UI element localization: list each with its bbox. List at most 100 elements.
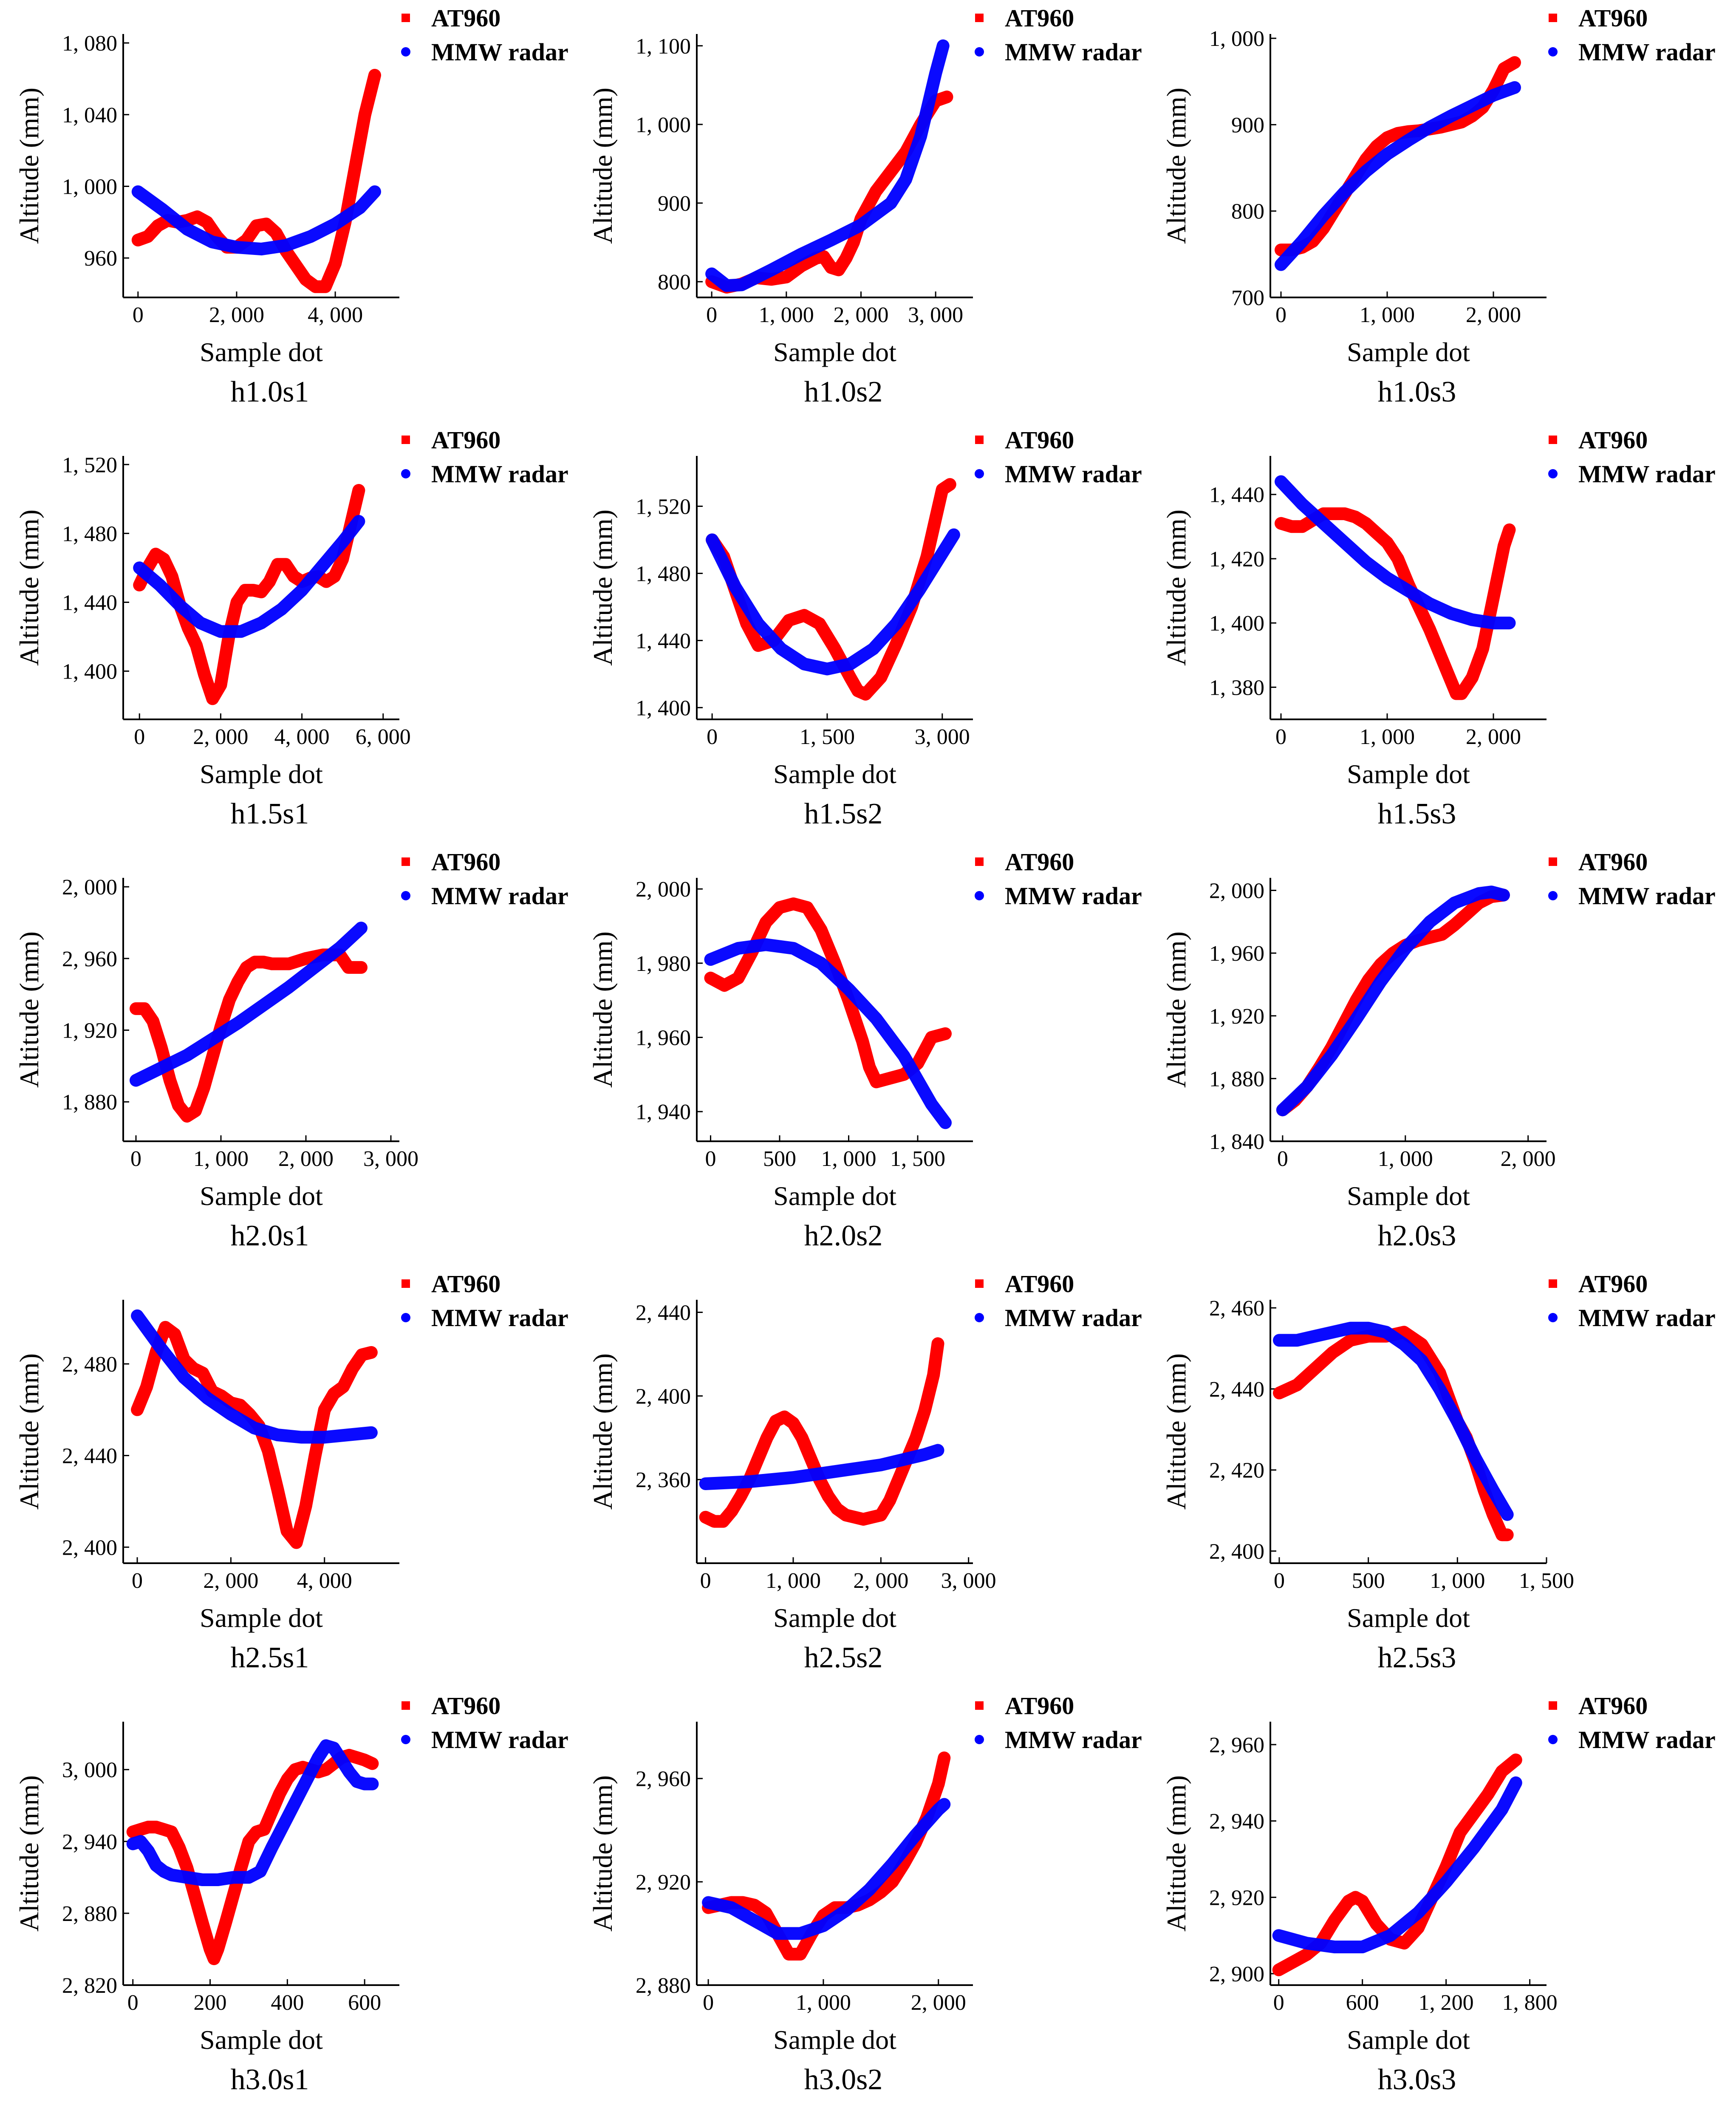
y-tick-label: 2, 880 [636,1974,691,1998]
y-axis-label: Altitude (mm) [14,88,44,244]
series-mmw-radar-line [704,938,952,1129]
y-tick-label: 1, 380 [1209,676,1264,700]
y-tick-label: 1, 960 [1209,942,1264,966]
x-tick-label: 0 [703,1991,714,2015]
y-tick-label: 2, 480 [62,1352,117,1377]
subplot-h2.5s3: 2, 400 2, 420 2, 440 2, 460 0 500 1, 000 1, 500… [1161,1270,1716,1674]
x-tick-label: 0 [134,725,145,749]
series-mmw-radar-line [706,528,960,676]
y-tick-label: 800 [658,270,691,294]
legend-marker-at960 [401,1279,410,1288]
x-axis-label: Sample dot [1347,337,1470,367]
legend-marker-mmw-radar [401,469,410,478]
y-tick-label: 1, 400 [1209,611,1264,636]
series-mmw-radar-line [705,39,950,292]
subplot-h3.0s1: 2, 820 2, 880 2, 940 3, 000 0 200 400 600 Sample… [14,1692,568,2096]
legend-label-mmw-radar: MMW radar [1578,460,1716,488]
legend-marker-at960 [1549,1279,1557,1288]
y-tick-label: 1, 440 [636,629,691,653]
y-tick-label: 2, 440 [1209,1378,1264,1402]
y-tick-label: 1, 420 [1209,547,1264,571]
subplot-h1.5s2: 1, 400 1, 440 1, 480 1, 520 0 1, 500 3, 000 Sam… [588,426,1142,830]
x-axis-label: Sample dot [1347,1181,1470,1211]
y-tick-label: 900 [1231,113,1264,137]
y-tick-label: 700 [1231,286,1264,310]
legend-label-mmw-radar: MMW radar [431,38,568,66]
x-tick-label: 600 [1346,1991,1379,2015]
y-tick-label: 1, 000 [636,113,691,137]
x-axis-label: Sample dot [200,1603,323,1633]
x-tick-label: 1, 500 [800,725,855,749]
subplot-h1.0s3: 700 800 900 1, 000 0 1, 000 2, 000 Sample dot Al… [1161,4,1716,408]
subplot-title: h1.0s1 [231,376,309,408]
subplot-h1.5s3: 1, 380 1, 400 1, 420 1, 440 0 1, 000 2, 000 Sam… [1161,426,1716,830]
legend-marker-at960 [401,857,410,866]
legend-label-at960: AT960 [1005,848,1074,876]
subplot-title: h1.5s3 [1378,798,1456,830]
series-at960-line [702,1751,951,1961]
legend-marker-mmw-radar [401,891,410,900]
y-tick-label: 2, 460 [1209,1296,1264,1321]
y-tick-label: 2, 400 [62,1536,117,1560]
y-tick-label: 2, 360 [636,1468,691,1492]
y-axis-label: Altitude (mm) [14,1353,44,1510]
series-at960-line [131,1321,378,1549]
y-tick-label: 900 [658,192,691,216]
y-tick-label: 1, 880 [1209,1067,1264,1091]
subplot-title: h1.5s2 [804,798,883,830]
y-tick-label: 2, 400 [636,1384,691,1409]
y-tick-label: 2, 960 [1209,1733,1264,1757]
x-tick-label: 600 [348,1991,381,2015]
x-tick-label: 500 [1352,1569,1385,1593]
legend-marker-at960 [1549,1701,1557,1710]
x-tick-label: 4, 000 [308,303,363,327]
x-axis-label: Sample dot [200,2025,323,2055]
x-tick-label: 1, 000 [193,1147,249,1171]
legend-marker-at960 [975,857,984,866]
series-mmw-radar-line [126,1739,379,1886]
x-tick-label: 1, 000 [1430,1569,1485,1593]
legend-label-mmw-radar: MMW radar [431,882,568,910]
legend-marker-at960 [1549,857,1557,866]
subplot-h2.5s1: 2, 400 2, 440 2, 480 0 2, 000 4, 000 Sample do… [14,1270,568,1674]
y-axis-label: Altitude (mm) [1161,509,1191,666]
y-tick-label: 1, 400 [636,696,691,720]
y-tick-label: 1, 960 [636,1026,691,1050]
x-tick-label: 0 [1275,725,1286,749]
x-tick-label: 4, 000 [274,725,330,749]
legend-label-mmw-radar: MMW radar [1578,1304,1716,1332]
x-tick-label: 2, 000 [1501,1147,1556,1171]
x-tick-label: 0 [133,303,144,327]
legend-marker-mmw-radar [975,47,984,57]
x-tick-label: 0 [1275,303,1286,327]
legend-label-mmw-radar: MMW radar [1578,1726,1716,1754]
x-tick-label: 3, 000 [915,725,970,749]
subplot-title: h1.0s3 [1378,376,1456,408]
y-tick-label: 1, 080 [62,31,117,56]
y-axis-label: Altitude (mm) [588,1775,618,1932]
x-tick-label: 1, 200 [1419,1991,1474,2015]
subplot-h1.5s1: 1, 400 1, 440 1, 480 1, 520 0 2, 000 4, 000 6, … [14,426,568,830]
legend-marker-mmw-radar [1548,891,1558,900]
subplot-title: h3.0s1 [231,2063,309,2096]
subplot-h3.0s3: 2, 900 2, 920 2, 940 2, 960 0 600 1, 200 1, 800… [1161,1692,1716,2096]
x-axis-label: Sample dot [773,2025,896,2055]
subplot-title: h2.5s1 [231,1641,309,1674]
x-tick-label: 2, 000 [209,303,264,327]
x-tick-label: 1, 800 [1502,1991,1558,2015]
x-tick-label: 0 [132,1569,143,1593]
x-tick-label: 2, 000 [911,1991,966,2015]
x-tick-label: 2, 000 [1466,725,1521,749]
y-tick-label: 1, 520 [62,453,117,477]
x-tick-label: 4, 000 [297,1569,352,1593]
y-tick-label: 1, 940 [636,1100,691,1124]
x-axis-label: Sample dot [1347,759,1470,789]
legend-label-mmw-radar: MMW radar [1578,38,1716,66]
series-mmw-radar-line [131,185,381,256]
x-tick-label: 1, 000 [1360,303,1415,327]
x-tick-label: 2, 000 [853,1569,908,1593]
y-axis-label: Altitude (mm) [588,931,618,1088]
subplot-h2.5s2: 2, 360 2, 400 2, 440 0 1, 000 2, 000 3, 000 Sam… [588,1270,1142,1674]
x-tick-label: 3, 000 [908,303,963,327]
